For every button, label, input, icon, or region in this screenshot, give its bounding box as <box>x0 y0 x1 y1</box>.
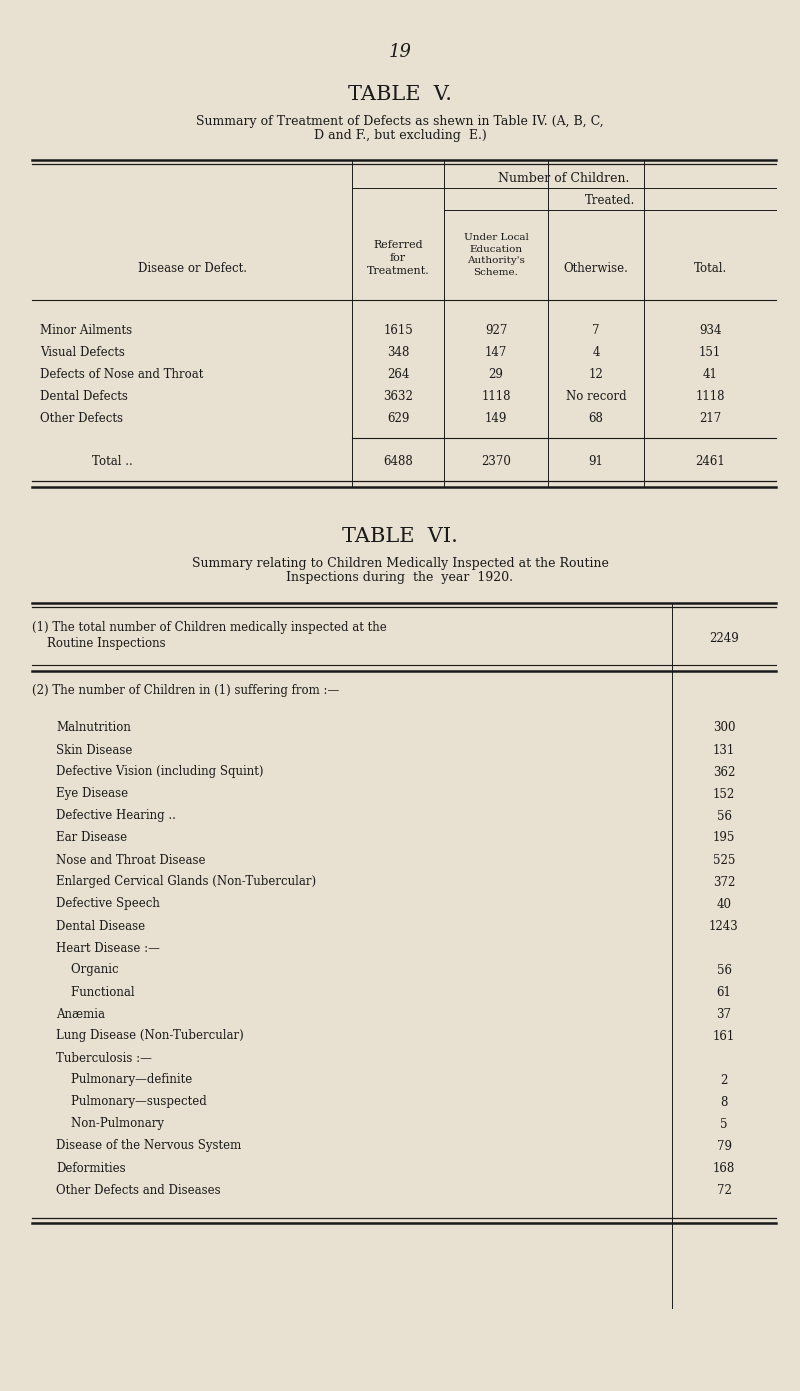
Text: 1118: 1118 <box>695 389 725 402</box>
Text: Heart Disease :—: Heart Disease :— <box>56 942 160 954</box>
Text: Pulmonary—definite: Pulmonary—definite <box>56 1074 192 1086</box>
Text: Referred
for
Treatment.: Referred for Treatment. <box>366 239 430 277</box>
Text: TABLE  V.: TABLE V. <box>348 85 452 104</box>
Text: Defective Hearing ..: Defective Hearing .. <box>56 810 176 822</box>
Text: 217: 217 <box>699 412 721 424</box>
Text: 1615: 1615 <box>383 324 413 337</box>
Text: 149: 149 <box>485 412 507 424</box>
Text: 168: 168 <box>713 1161 735 1174</box>
Text: Summary relating to Children Medically Inspected at the Routine: Summary relating to Children Medically I… <box>191 556 609 569</box>
Text: Defective Vision (including Squint): Defective Vision (including Squint) <box>56 765 263 779</box>
Text: 56: 56 <box>717 810 731 822</box>
Text: Organic: Organic <box>56 964 118 976</box>
Text: Malnutrition: Malnutrition <box>56 722 131 734</box>
Text: Total ..: Total .. <box>92 455 132 469</box>
Text: Disease of the Nervous System: Disease of the Nervous System <box>56 1139 242 1153</box>
Text: 161: 161 <box>713 1029 735 1042</box>
Text: 68: 68 <box>589 412 603 424</box>
Text: Defects of Nose and Throat: Defects of Nose and Throat <box>40 367 203 381</box>
Text: Number of Children.: Number of Children. <box>498 171 630 185</box>
Text: 1118: 1118 <box>482 389 510 402</box>
Text: Dental Defects: Dental Defects <box>40 389 128 402</box>
Text: 927: 927 <box>485 324 507 337</box>
Text: Under Local
Education
Authority's
Scheme.: Under Local Education Authority's Scheme… <box>463 232 529 277</box>
Text: 79: 79 <box>717 1139 731 1153</box>
Text: 629: 629 <box>387 412 409 424</box>
Text: Dental Disease: Dental Disease <box>56 919 145 932</box>
Text: 2370: 2370 <box>481 455 511 469</box>
Text: 372: 372 <box>713 875 735 889</box>
Text: Otherwise.: Otherwise. <box>563 262 629 274</box>
Text: 348: 348 <box>387 345 409 359</box>
Text: TABLE  VI.: TABLE VI. <box>342 527 458 545</box>
Text: 195: 195 <box>713 832 735 844</box>
Text: 61: 61 <box>717 985 731 999</box>
Text: 3632: 3632 <box>383 389 413 402</box>
Text: 7: 7 <box>592 324 600 337</box>
Text: 934: 934 <box>698 324 722 337</box>
Text: Non-Pulmonary: Non-Pulmonary <box>56 1117 164 1131</box>
Text: 5: 5 <box>720 1117 728 1131</box>
Text: 2: 2 <box>720 1074 728 1086</box>
Text: Defective Speech: Defective Speech <box>56 897 160 911</box>
Text: 40: 40 <box>717 897 731 911</box>
Text: (1) The total number of Children medically inspected at the: (1) The total number of Children medical… <box>32 620 386 633</box>
Text: 72: 72 <box>717 1184 731 1196</box>
Text: 131: 131 <box>713 744 735 757</box>
Text: Treated.: Treated. <box>585 193 635 206</box>
Text: 6488: 6488 <box>383 455 413 469</box>
Text: 2461: 2461 <box>695 455 725 469</box>
Text: Functional: Functional <box>56 985 134 999</box>
Text: Other Defects and Diseases: Other Defects and Diseases <box>56 1184 221 1196</box>
Text: Minor Ailments: Minor Ailments <box>40 324 132 337</box>
Text: 8: 8 <box>720 1096 728 1109</box>
Text: 41: 41 <box>702 367 718 381</box>
Text: 151: 151 <box>699 345 721 359</box>
Text: Eye Disease: Eye Disease <box>56 787 128 800</box>
Text: Lung Disease (Non-Tubercular): Lung Disease (Non-Tubercular) <box>56 1029 244 1042</box>
Text: Summary of Treatment of Defects as shewn in Table IV. (A, B, C,: Summary of Treatment of Defects as shewn… <box>196 115 604 128</box>
Text: 56: 56 <box>717 964 731 976</box>
Text: 4: 4 <box>592 345 600 359</box>
Text: (2) The number of Children in (1) suffering from :—: (2) The number of Children in (1) suffer… <box>32 683 339 697</box>
Text: No record: No record <box>566 389 626 402</box>
Text: 1243: 1243 <box>709 919 739 932</box>
Text: Routine Inspections: Routine Inspections <box>32 637 166 650</box>
Text: 37: 37 <box>717 1007 731 1021</box>
Text: 12: 12 <box>589 367 603 381</box>
Text: Pulmonary—suspected: Pulmonary—suspected <box>56 1096 206 1109</box>
Text: Disease or Defect.: Disease or Defect. <box>138 262 246 274</box>
Text: Total.: Total. <box>694 262 726 274</box>
Text: 525: 525 <box>713 854 735 867</box>
Text: Tuberculosis :—: Tuberculosis :— <box>56 1052 152 1064</box>
Text: Visual Defects: Visual Defects <box>40 345 125 359</box>
Text: Ear Disease: Ear Disease <box>56 832 127 844</box>
Text: 19: 19 <box>389 43 411 61</box>
Text: Other Defects: Other Defects <box>40 412 123 424</box>
Text: Nose and Throat Disease: Nose and Throat Disease <box>56 854 206 867</box>
Text: 362: 362 <box>713 765 735 779</box>
Text: 2249: 2249 <box>709 632 739 644</box>
Text: 300: 300 <box>713 722 735 734</box>
Text: 152: 152 <box>713 787 735 800</box>
Text: D and F., but excluding  E.): D and F., but excluding E.) <box>314 129 486 142</box>
Text: 29: 29 <box>489 367 503 381</box>
Text: 91: 91 <box>589 455 603 469</box>
Text: 264: 264 <box>387 367 409 381</box>
Text: Enlarged Cervical Glands (Non-Tubercular): Enlarged Cervical Glands (Non-Tubercular… <box>56 875 316 889</box>
Text: Anæmia: Anæmia <box>56 1007 105 1021</box>
Text: Deformities: Deformities <box>56 1161 126 1174</box>
Text: Inspections during  the  year  1920.: Inspections during the year 1920. <box>286 570 514 583</box>
Text: 147: 147 <box>485 345 507 359</box>
Text: Skin Disease: Skin Disease <box>56 744 132 757</box>
